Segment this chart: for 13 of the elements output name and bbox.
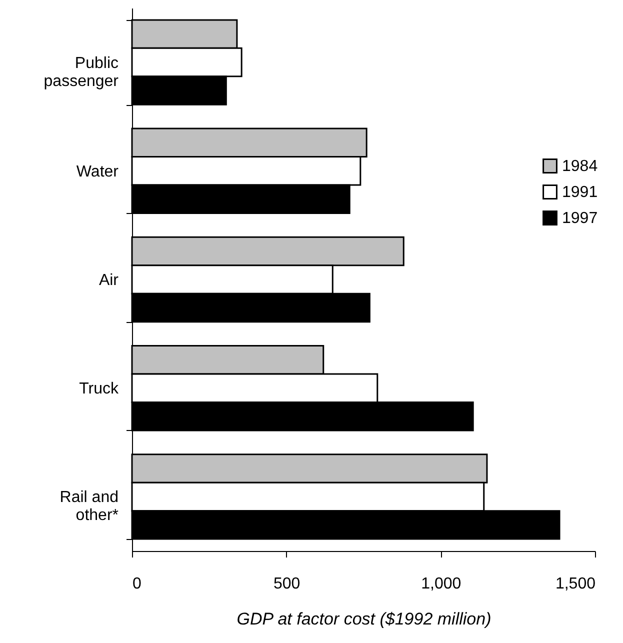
y-tick-label: Water xyxy=(76,163,120,180)
legend-label: 1997 xyxy=(562,210,598,227)
y-tick-label: Truck xyxy=(79,380,120,398)
x-tick-label: 500 xyxy=(273,576,300,592)
y-tick-label: Rail and other* xyxy=(60,489,118,524)
x-tick-label: 1,500 xyxy=(555,576,596,592)
x-tick-label: 1,000 xyxy=(421,576,462,592)
x-tick-label: 0 xyxy=(132,576,142,592)
y-tick-label: Public passenger xyxy=(44,54,120,90)
x-axis-title: GDP at factor cost ($1992 million) xyxy=(236,610,492,628)
legend-label: 1984 xyxy=(562,158,598,175)
y-tick-label: Air xyxy=(98,272,120,289)
legend-label: 1991 xyxy=(562,184,598,201)
